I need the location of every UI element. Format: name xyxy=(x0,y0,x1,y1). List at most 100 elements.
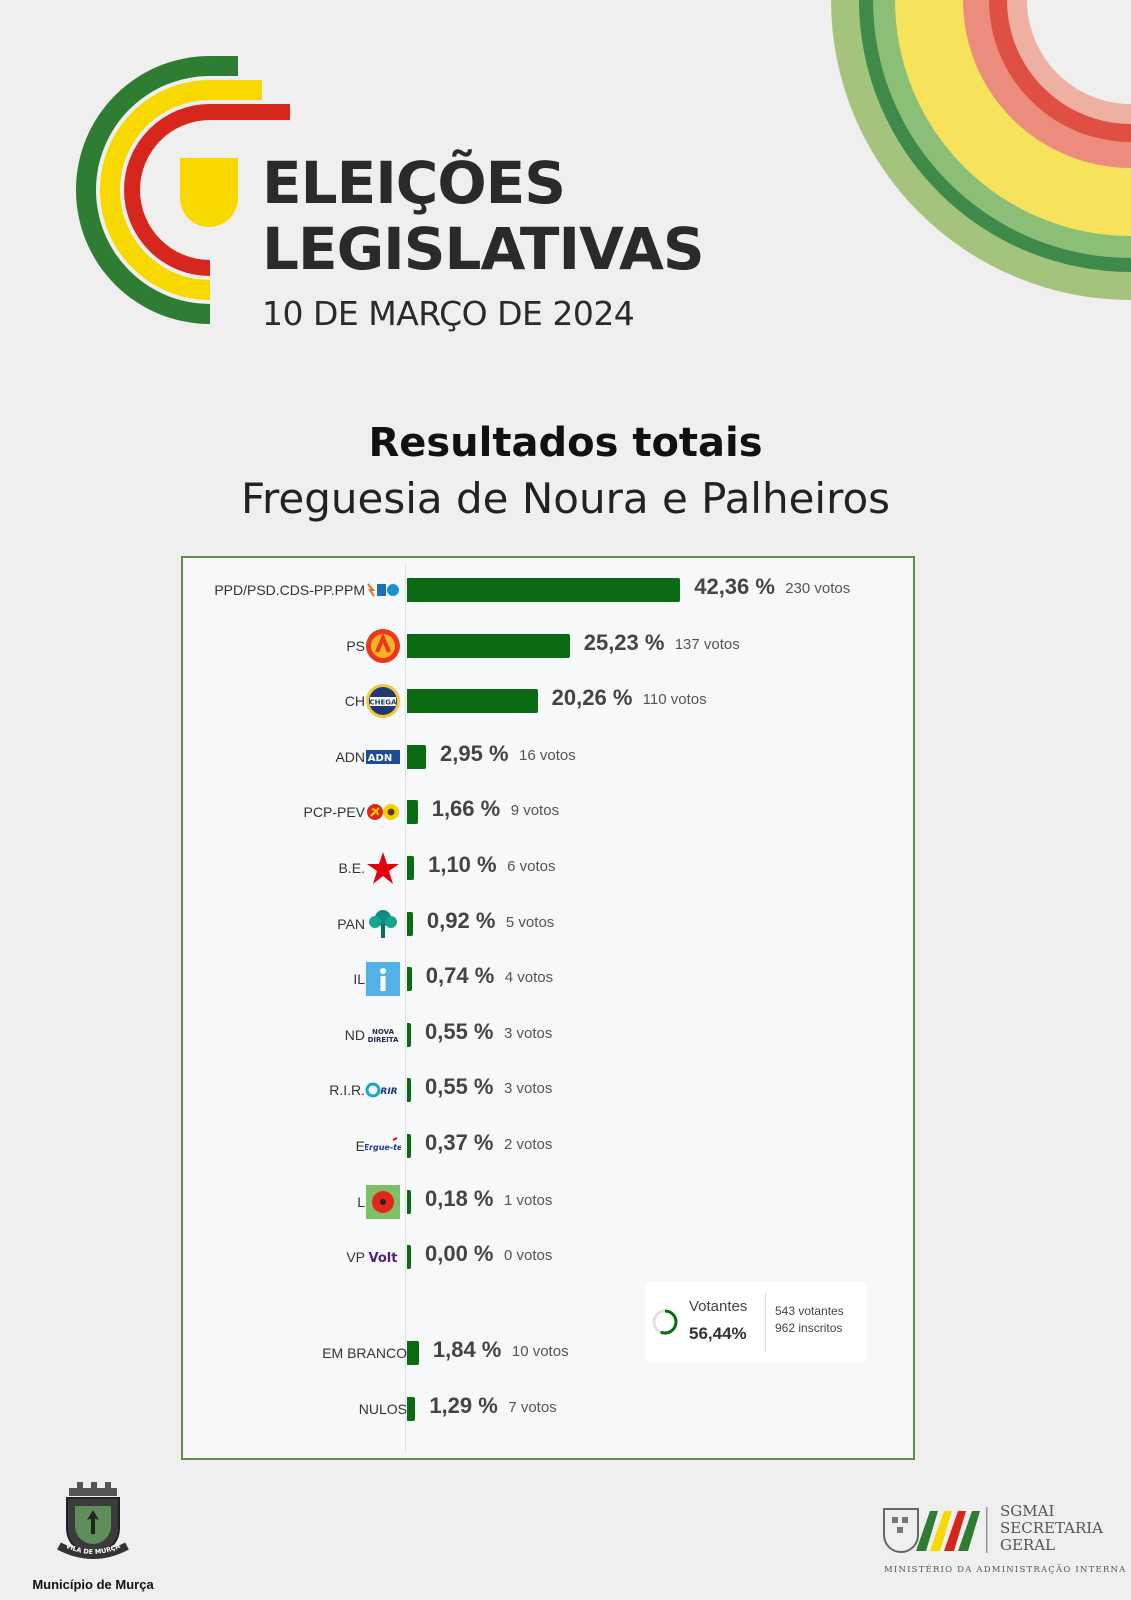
svg-text:Ergue-te: Ergue-te xyxy=(365,1143,401,1152)
party-votes: 16 votos xyxy=(519,746,576,764)
volt-logo-icon: Volt xyxy=(365,1239,401,1275)
party-percent: 1,66 % xyxy=(431,796,501,822)
party-label: ADN xyxy=(335,748,365,765)
municipality-name: Município de Murça xyxy=(32,1577,154,1592)
party-percent: 0,55 % xyxy=(425,1018,494,1044)
party-label: PS xyxy=(346,637,365,654)
adn-logo-icon: ADN xyxy=(365,739,401,775)
svg-text:ADN: ADN xyxy=(368,753,392,764)
party-label: L xyxy=(357,1193,365,1210)
party-row: L 0,18 % 1 votos xyxy=(183,1182,913,1222)
party-percent: 0,55 % xyxy=(425,1074,494,1100)
turnout-label: Votantes xyxy=(689,1298,748,1315)
party-label: PCP-PEV xyxy=(303,804,365,821)
cdu-logo-icon xyxy=(365,794,401,830)
municipality-block: VILA DE MURÇA Município de Murça xyxy=(28,1480,158,1592)
party-votes: 2 votos xyxy=(504,1136,553,1153)
party-row: VP Volt 0,00 % 0 votos xyxy=(183,1237,913,1277)
ergue-te-logo-icon: Ergue-te xyxy=(365,1128,401,1164)
party-bar xyxy=(407,967,412,992)
party-row: PCP-PEV 1,66 % 9 votos xyxy=(183,792,913,832)
party-bar xyxy=(407,1134,411,1158)
turnout-ring-icon xyxy=(652,1309,678,1335)
party-bar xyxy=(407,1189,411,1214)
il-logo-icon xyxy=(365,961,401,997)
party-label: VP xyxy=(346,1249,365,1266)
be-star-logo-icon xyxy=(365,850,401,886)
party-percent: 0,74 % xyxy=(425,963,495,989)
party-votes: 0 votos xyxy=(504,1247,553,1265)
election-logo-icon xyxy=(75,55,290,324)
livre-poppy-logo-icon xyxy=(365,1184,401,1220)
party-votes: 9 votos xyxy=(510,802,560,820)
party-bar xyxy=(407,689,538,714)
svg-text:Volt: Volt xyxy=(369,1251,398,1266)
party-label: B.E. xyxy=(338,860,365,876)
svg-text:CHEGA: CHEGA xyxy=(370,699,398,707)
party-percent: 42,36 % xyxy=(694,574,775,599)
turnout-separator xyxy=(765,1292,766,1352)
party-label: R.I.R. xyxy=(329,1082,365,1099)
party-bar xyxy=(407,911,413,936)
ballot-row: NULOS 1,29 % 7 votos xyxy=(183,1389,913,1429)
ballot-votes: 7 votos xyxy=(508,1399,557,1416)
turnout-registered: 962 inscritos xyxy=(775,1321,843,1335)
party-label: E xyxy=(355,1138,365,1154)
turnout-percent: 56,44% xyxy=(689,1324,747,1343)
party-label: PPD/PSD.CDS-PP.PPM xyxy=(214,582,365,598)
party-bar xyxy=(407,633,570,658)
nova-direita-logo-icon: NOVA DIREITA xyxy=(365,1017,401,1053)
title-line-1: ELEIÇÕES xyxy=(262,149,566,217)
party-row: ND NOVA DIREITA 0,55 % 3 votos xyxy=(183,1015,913,1055)
ballot-percent: 1,84 % xyxy=(432,1337,502,1362)
party-votes: 1 votos xyxy=(504,1191,553,1209)
ballot-label: NULOS xyxy=(358,1401,407,1417)
party-votes: 3 votos xyxy=(504,1024,553,1042)
ministry-name: MINISTÉRIO DA ADMINISTRAÇÃO INTERNA xyxy=(884,1565,1127,1575)
party-row: B.E. 1,10 % 6 votos xyxy=(183,848,913,888)
party-bar xyxy=(407,744,427,769)
party-bar xyxy=(407,1078,411,1103)
party-percent: 20,26 % xyxy=(551,685,633,711)
sgmai-name: SGMAI SECRETARIA GERAL xyxy=(1000,1503,1103,1554)
svg-text:DIREITA: DIREITA xyxy=(368,1036,399,1044)
party-label: IL xyxy=(353,971,365,988)
municipal-coat-of-arms-icon: VILA DE MURÇA xyxy=(57,1482,129,1559)
results-subtitle: Freguesia de Noura e Palheiros xyxy=(240,474,891,523)
party-bar xyxy=(407,1022,411,1047)
sgmai-logo-icon xyxy=(883,1507,988,1553)
party-votes: 5 votos xyxy=(505,913,555,931)
rir-logo-icon: RIR xyxy=(365,1072,401,1108)
party-row: PPD/PSD.CDS-PP.PPM 42,36 % 230 votos xyxy=(183,570,913,610)
ballot-bar xyxy=(407,1397,416,1421)
party-row: PAN 0,92 % 5 votos xyxy=(183,904,913,944)
svg-text:NOVA: NOVA xyxy=(372,1028,395,1036)
party-votes: 110 votos xyxy=(642,691,707,709)
party-row: R.I.R. RIR 0,55 % 3 votos xyxy=(183,1070,913,1110)
party-votes: 4 votos xyxy=(504,969,554,987)
ballot-bar xyxy=(407,1341,419,1365)
ballot-percent: 1,29 % xyxy=(429,1393,498,1418)
chega-logo-icon: CHEGA xyxy=(365,683,401,719)
party-percent: 2,95 % xyxy=(440,740,509,766)
title-line-2: LEGISLATIVAS xyxy=(262,215,705,283)
party-bar xyxy=(407,578,681,602)
party-row: CH CHEGA 20,26 % 110 votos xyxy=(183,681,913,721)
party-percent: 0,37 % xyxy=(425,1130,494,1155)
party-percent: 1,10 % xyxy=(428,852,497,877)
sgmai-line-1: SGMAI xyxy=(1000,1502,1055,1520)
rainbow-decoration xyxy=(831,0,1131,300)
party-votes: 3 votos xyxy=(504,1080,553,1098)
svg-text:RIR: RIR xyxy=(380,1087,397,1097)
election-title: ELEIÇÕES LEGISLATIVAS 10 DE MARÇO DE 202… xyxy=(262,149,705,333)
ballot-label: EM BRANCO xyxy=(322,1345,407,1361)
party-label: ND xyxy=(344,1026,365,1043)
party-label: CH xyxy=(344,693,365,710)
ad-coalition-logo-icon xyxy=(365,572,401,608)
results-title: Resultados totais xyxy=(368,420,763,466)
party-row: PS 25,23 % 137 votos xyxy=(183,626,913,666)
party-bar xyxy=(407,1245,411,1270)
turnout-box: Votantes 56,44% 543 votantes 962 inscrit… xyxy=(645,1282,867,1362)
party-bar xyxy=(407,856,415,880)
party-row: E Ergue-te 0,37 % 2 votos xyxy=(183,1126,913,1166)
